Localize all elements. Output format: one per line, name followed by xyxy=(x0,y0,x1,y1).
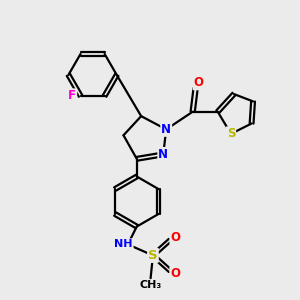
Text: O: O xyxy=(170,267,180,280)
Text: S: S xyxy=(227,127,235,140)
Text: F: F xyxy=(68,89,76,102)
Text: O: O xyxy=(170,231,180,244)
Text: CH₃: CH₃ xyxy=(140,280,162,290)
Text: N: N xyxy=(161,123,171,136)
Text: NH: NH xyxy=(114,239,133,249)
Text: S: S xyxy=(148,249,158,262)
Text: N: N xyxy=(158,148,168,161)
Text: O: O xyxy=(194,76,204,89)
